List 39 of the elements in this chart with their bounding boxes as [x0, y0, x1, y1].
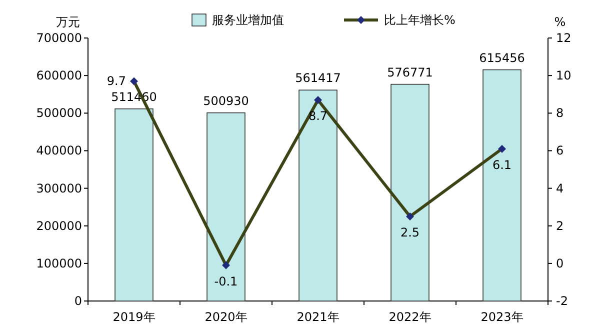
y2-tick-label: 6 [556, 144, 564, 158]
y-tick-label: 0 [74, 294, 82, 308]
legend-label: 比上年增长% [384, 13, 456, 27]
bar [206, 112, 246, 302]
y-tick-label: 400000 [36, 144, 82, 158]
data-label: 500930 [203, 94, 249, 108]
bar [482, 69, 522, 302]
x-tick-label: 2021年 [296, 310, 340, 324]
data-label: 6.1 [492, 158, 512, 172]
y-tick-label: 100000 [36, 256, 82, 270]
legend-label: 服务业增加值 [212, 13, 284, 27]
data-label: 561417 [295, 71, 341, 86]
y-tick-label: 500000 [36, 106, 82, 120]
y2-tick-label: -2 [556, 294, 568, 308]
x-tick-label: 2020年 [204, 310, 248, 324]
bar [114, 108, 154, 302]
y-tick-label: 700000 [36, 31, 82, 45]
y2-tick-label: 10 [556, 68, 572, 83]
y2-tick-label: 4 [556, 181, 564, 196]
bar [390, 84, 430, 302]
y2-tick-label: 8 [556, 106, 564, 120]
x-tick-label: 2019年 [112, 310, 156, 324]
x-tick-label: 2022年 [388, 310, 432, 324]
y2-tick-label: 2 [556, 218, 564, 233]
y2-axis-title: % [554, 15, 566, 29]
data-label: 9.7 [106, 74, 126, 88]
y2-tick-label: 0 [556, 256, 564, 270]
data-label: -0.1 [214, 274, 238, 288]
data-label: 8.7 [308, 108, 328, 123]
data-label: 576771 [387, 65, 433, 80]
y-tick-label: 200000 [36, 218, 82, 233]
bar [298, 90, 338, 302]
y-tick-label: 300000 [36, 181, 82, 196]
x-tick-label: 2023年 [480, 310, 524, 324]
y-axis-title: 万元 [56, 15, 80, 29]
y-tick-label: 600000 [36, 68, 82, 83]
data-label: 615456 [479, 50, 525, 65]
data-label: 2.5 [400, 225, 420, 240]
y2-tick-label: 12 [556, 31, 572, 45]
